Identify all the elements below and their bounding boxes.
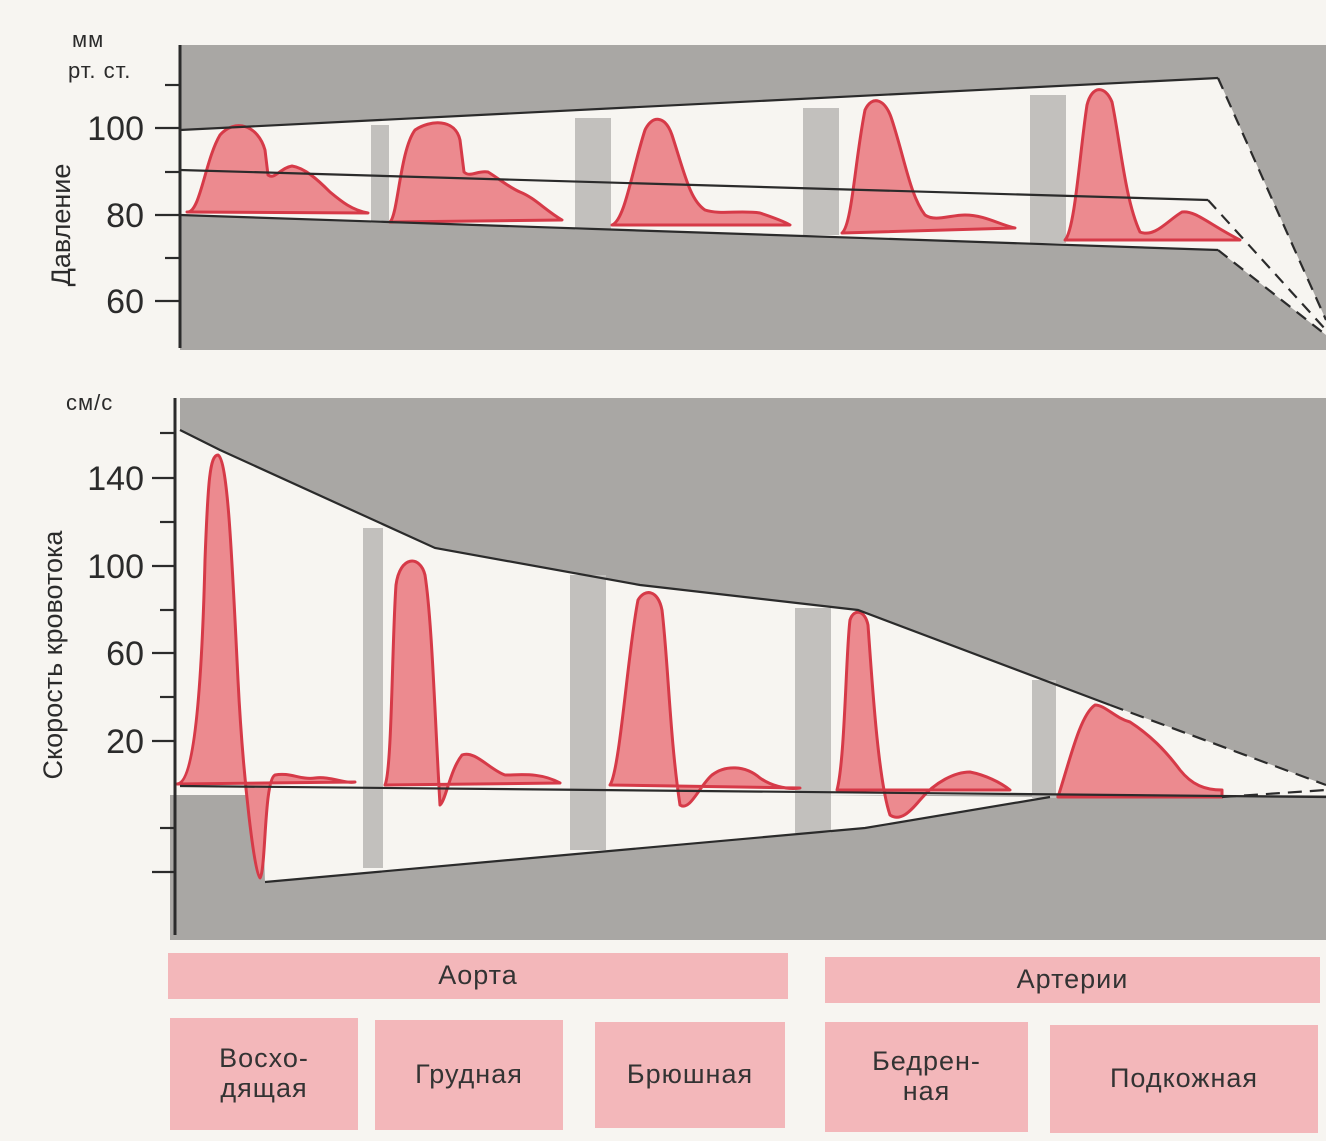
velocity-tick-60: 60 bbox=[106, 635, 144, 673]
pressure-wave-ascending bbox=[185, 124, 370, 215]
velocity-axis bbox=[152, 398, 177, 935]
pressure-unit-line2: рт. ст. bbox=[68, 58, 131, 83]
pressure-axis bbox=[155, 45, 182, 348]
group-label-arteries: Артерии bbox=[825, 957, 1320, 1003]
pressure-tick-60: 60 bbox=[106, 283, 144, 321]
velocity-reference-lines bbox=[179, 429, 1326, 884]
velocity-wave-femoral bbox=[835, 610, 1012, 819]
velocity-wave-saphenous bbox=[1056, 703, 1224, 799]
pressure-tick-100: 100 bbox=[87, 110, 144, 148]
pressure-tick-80: 80 bbox=[106, 197, 144, 235]
velocity-unit: см/с bbox=[66, 390, 113, 415]
segment-label-thoracic: Грудная bbox=[375, 1020, 563, 1130]
velocity-strip-1 bbox=[363, 528, 383, 868]
pressure-axis-title: Давление bbox=[46, 164, 76, 287]
pressure-band-bottom bbox=[180, 215, 1326, 350]
pressure-wave-abdominal bbox=[610, 117, 792, 227]
velocity-panel: см/с 140 100 60 20 Скорость кровотока bbox=[38, 390, 1326, 940]
pressure-strip-2 bbox=[575, 118, 611, 230]
segment-label-ascending: Восхо- дящая bbox=[170, 1018, 358, 1130]
velocity-wave-abdominal bbox=[608, 591, 802, 808]
pressure-panel: мм рт. ст. 100 80 60 Давление bbox=[46, 27, 1326, 350]
pressure-unit-line1: мм bbox=[72, 27, 104, 52]
velocity-band-top bbox=[180, 398, 1326, 785]
pressure-band-top bbox=[180, 45, 1326, 320]
velocity-strip-4 bbox=[1032, 680, 1056, 798]
segment-label-femoral: Бедрен- ная bbox=[825, 1022, 1028, 1132]
group-label-aorta: Аорта bbox=[168, 953, 788, 999]
segment-label-saphenous: Подкожная bbox=[1050, 1025, 1318, 1133]
velocity-strip-2 bbox=[570, 575, 606, 850]
pressure-wave-thoracic bbox=[388, 121, 564, 224]
velocity-wave-ascending bbox=[175, 453, 357, 880]
velocity-tick-140: 140 bbox=[87, 460, 144, 498]
pressure-reference-lines bbox=[179, 76, 1326, 336]
velocity-tick-100: 100 bbox=[87, 548, 144, 586]
segment-label-abdominal: Брюшная bbox=[595, 1022, 785, 1128]
pressure-strip-4 bbox=[1030, 95, 1066, 243]
velocity-axis-title: Скорость кровотока bbox=[38, 530, 68, 780]
velocity-gap-clear bbox=[262, 790, 1050, 882]
pressure-wave-femoral bbox=[840, 99, 1017, 235]
pressure-strip-1 bbox=[371, 125, 389, 223]
pressure-strip-3 bbox=[803, 108, 839, 235]
velocity-wave-thoracic bbox=[383, 559, 562, 807]
velocity-strip-3 bbox=[795, 608, 831, 833]
pressure-wave-saphenous bbox=[1063, 88, 1242, 242]
velocity-tick-20: 20 bbox=[106, 723, 144, 761]
